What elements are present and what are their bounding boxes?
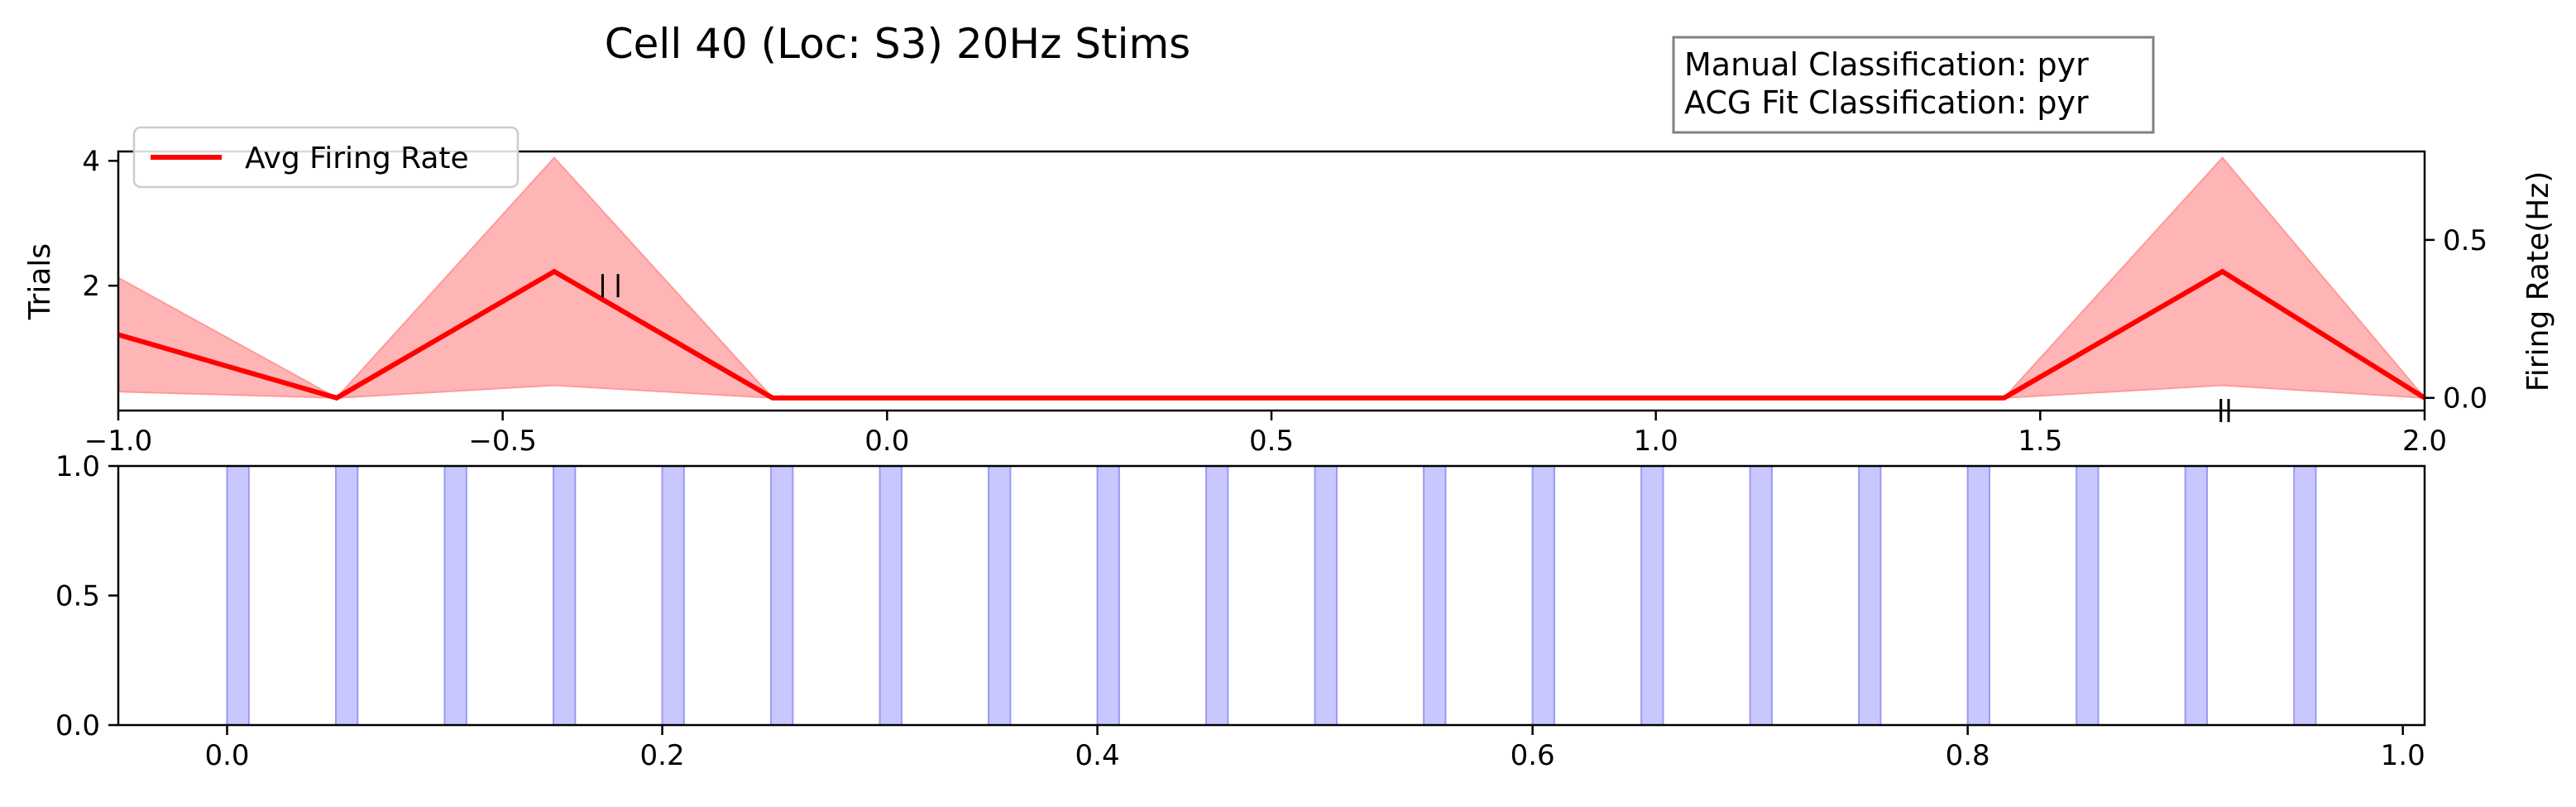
stim-x-tick-label: 0.6 [1511,739,1555,772]
stim-x-tick-label: 1.0 [2381,739,2425,772]
stim-bar [879,465,903,726]
firing-rate-line [117,268,2426,401]
stim-bar-layer [226,465,2317,726]
stim-bar [2293,465,2317,726]
firing-rate-axis-ticks: 0.0 0.5 [2425,224,2487,416]
stim-y-tick-label: 1.0 [55,450,100,483]
firing-rate-band-layer [117,156,2427,399]
stim-bar [1531,465,1555,726]
firing-rate-axis-label: Firing Rate(Hz) [2521,171,2555,392]
firing-rate-panel: −1.0 −0.5 0.0 0.5 1.0 1.5 2.0 24 0.00.5 Trials… [23,126,2555,458]
stim-bar [661,465,685,726]
stim-bar [226,465,250,726]
stim-bar [1205,465,1229,726]
stim-bar [1314,465,1338,726]
legend: Avg Firing Rate [132,126,520,189]
stim-bar [1096,465,1120,726]
stim-panel: 0.0 0.2 0.4 0.6 0.8 1.0 0.0 0.5 1.0 [55,450,2426,772]
x-tick-label: 0.5 [1249,425,1294,458]
stim-bar [1749,465,1773,726]
stim-bar [553,465,577,726]
stim-bar [1966,465,1990,726]
firing-rate-point [990,397,992,399]
x-tick-label: 2.0 [2402,425,2447,458]
firing-rate-tick-label: 0.5 [2443,224,2487,257]
stim-x-ticks: 0.0 0.2 0.4 0.6 0.8 1.0 [204,725,2425,772]
firing-rate-point [1863,397,1865,399]
firing-rate-band [117,156,2427,399]
stim-y-tick-label: 0.0 [55,709,100,742]
chart-title: Cell 40 (Loc: S3) 20Hz Stims [605,20,1190,68]
classification-box-frame [1672,36,2155,134]
firing-rate-point [336,397,338,399]
stim-x-tick-label: 0.2 [640,739,685,772]
firing-rate-x-ticks: −1.0 −0.5 0.0 0.5 1.0 1.5 2.0 [84,411,2447,458]
stim-bar [1423,465,1447,726]
trials-tick-label: 4 [82,145,100,178]
x-tick-label: −0.5 [468,425,537,458]
stim-bar [1858,465,1882,726]
manual-classification-text: Manual Classification: pyr [1684,46,2089,83]
stim-y-ticks: 0.0 0.5 1.0 [55,450,118,742]
stim-x-tick-label: 0.0 [204,739,249,772]
stim-x-tick-label: 0.8 [1946,739,1990,772]
firing-rate-point [1426,397,1428,399]
stim-bar [335,465,359,726]
stim-bar [2076,465,2100,726]
legend-frame [132,126,520,189]
stim-x-tick-label: 0.4 [1075,739,1120,772]
stim-bar [770,465,794,726]
stim-bar [2184,465,2208,726]
firing-rate-point [553,271,555,272]
stim-y-tick-label: 0.5 [55,580,100,613]
stim-bar [1640,465,1664,726]
classification-box: Manual Classification: pyr ACG Fit Class… [1672,36,2155,134]
firing-rate-point [772,397,773,399]
acg-classification-text: ACG Fit Classification: pyr [1684,84,2089,121]
trials-axis-ticks: 24 [82,145,118,303]
trials-axis-label: Trials [23,243,57,320]
x-tick-label: −1.0 [84,425,153,458]
stim-bar [443,465,467,726]
firing-rate-point [2222,271,2224,272]
x-tick-label: 0.0 [864,425,909,458]
legend-label-avg-firing-rate: Avg Firing Rate [245,142,469,175]
firing-rate-tick-label: 0.0 [2443,382,2487,416]
stim-bar [988,465,1012,726]
x-tick-label: 1.5 [2018,425,2062,458]
trials-tick-label: 2 [82,270,100,303]
x-tick-label: 1.0 [1634,425,1678,458]
